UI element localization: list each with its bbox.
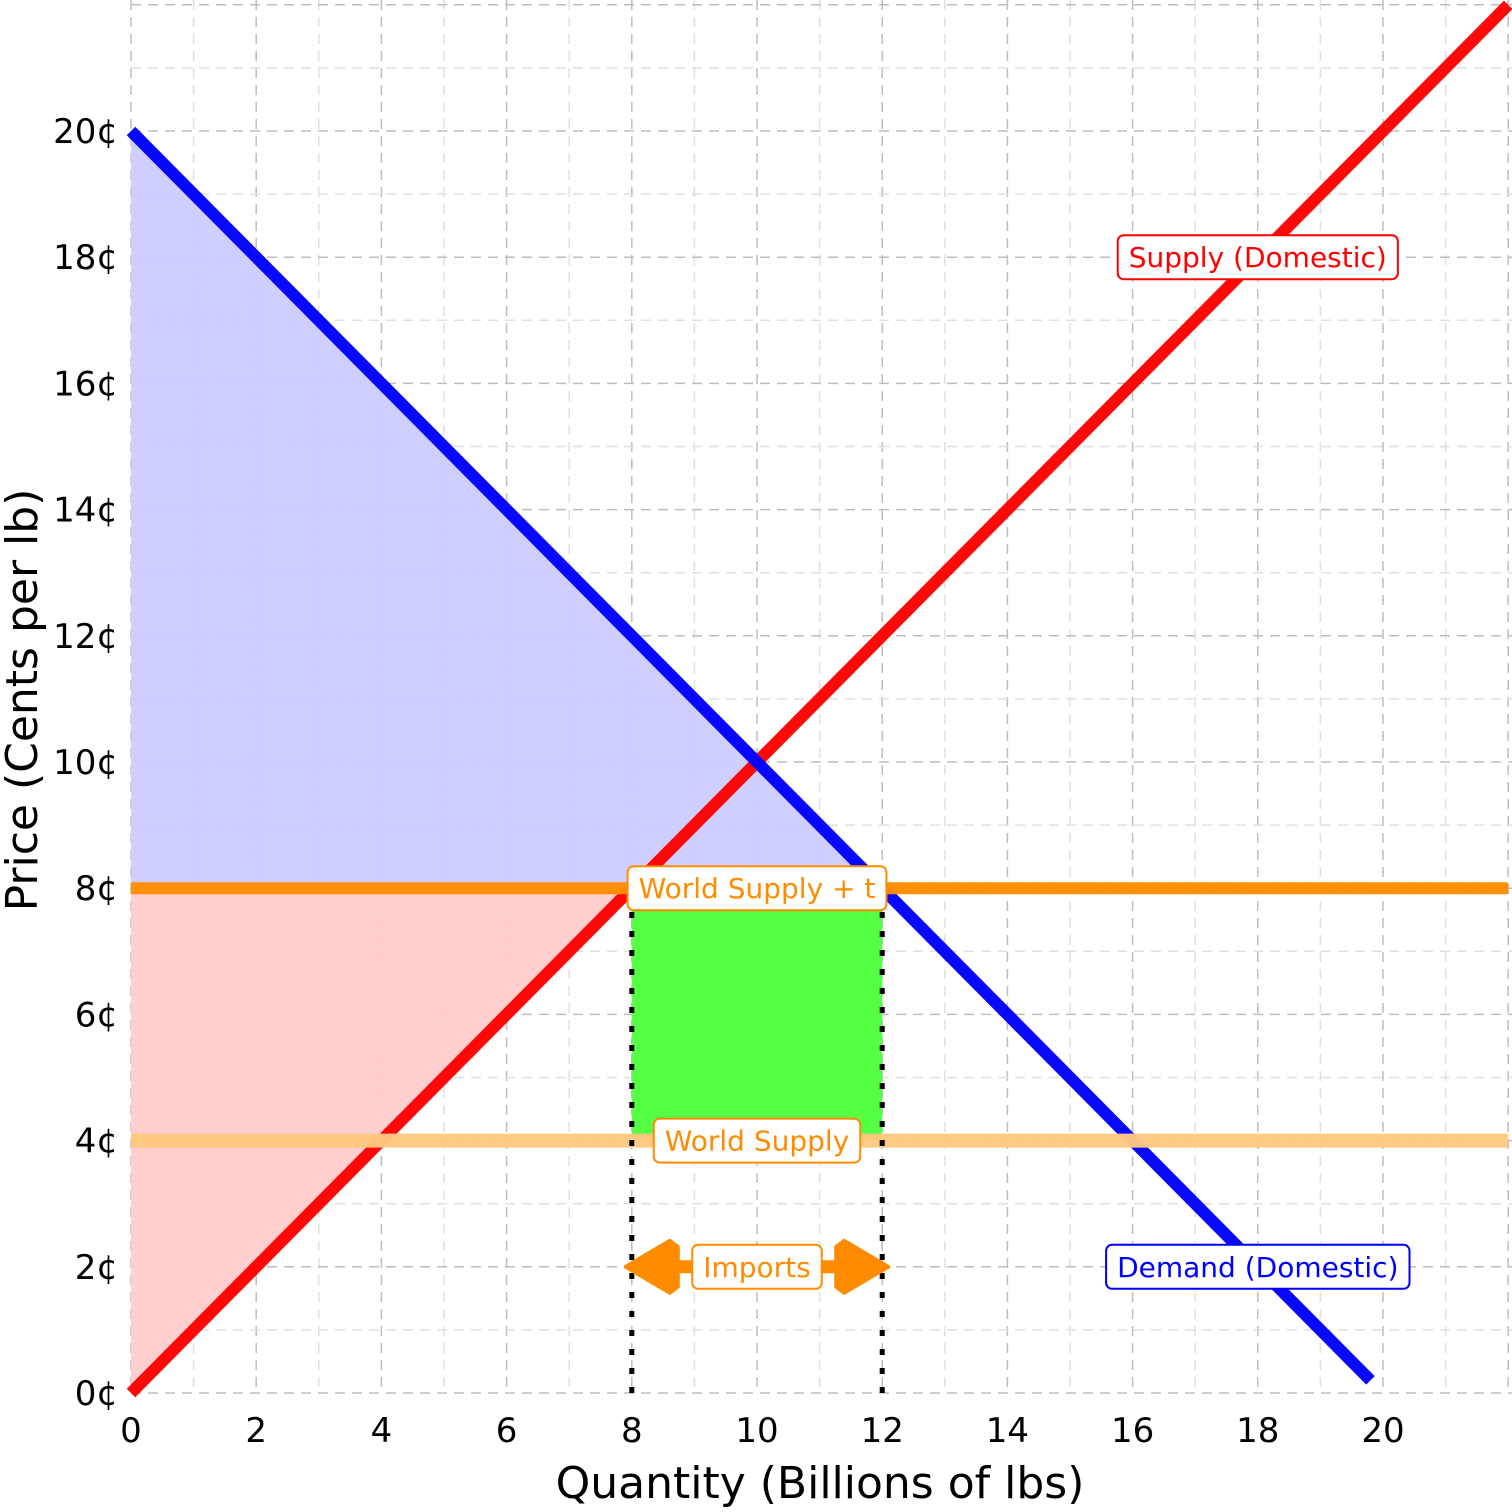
y-tick-label-16: 16¢: [53, 364, 118, 404]
y-tick-label-4: 4¢: [75, 1122, 118, 1162]
y-tick-label-18: 18¢: [53, 238, 118, 278]
quantity-guides: [629, 888, 885, 1393]
label-world-supply-t-text: World Supply + t: [639, 872, 876, 905]
y-tick-label-0: 0¢: [75, 1374, 118, 1414]
x-tick-label-6: 6: [496, 1411, 518, 1451]
y-tick-label-12: 12¢: [53, 617, 118, 657]
x-tick-label-4: 4: [371, 1411, 393, 1451]
y-tick-label-2: 2¢: [75, 1248, 118, 1288]
x-axis-title: Quantity (Billions of lbs): [556, 1458, 1085, 1509]
imports-arrowhead-left: [623, 1238, 680, 1295]
y-tick-label-20: 20¢: [53, 112, 118, 152]
label-imports-box: [691, 1243, 823, 1290]
y-tick-label-6: 6¢: [75, 995, 118, 1035]
tick-labels: 0 2 4 6 8 10 12 14 16 18 20 0¢ 2¢ 4¢ 6¢ 8¢ 10¢ 12¢ 14¢ 16¢ 1…: [53, 112, 1405, 1451]
y-axis-title: Price (Cents per lb): [0, 489, 48, 912]
label-demand-domestic-text: Demand (Domestic): [1117, 1251, 1398, 1284]
x-tick-label-8: 8: [621, 1411, 643, 1451]
x-tick-label-10: 10: [735, 1411, 778, 1451]
x-tick-label-16: 16: [1111, 1411, 1154, 1451]
y-tick-label-8: 8¢: [75, 869, 118, 909]
series-line-demand-domestic: [126, 126, 1375, 1385]
label-demand-domestic-box: [1105, 1243, 1411, 1290]
x-tick-label-12: 12: [861, 1411, 904, 1451]
label-imports-text: Imports: [703, 1251, 811, 1284]
label-supply-domestic-text: Supply (Domestic): [1129, 241, 1387, 274]
y-tick-label-10: 10¢: [53, 743, 118, 783]
x-tick-label-14: 14: [986, 1411, 1029, 1451]
y-tick-label-14: 14¢: [53, 491, 118, 531]
curve-labels: Supply (Domestic) Demand (Domestic) World …: [626, 234, 1411, 1290]
area-tariff-revenue: [631, 888, 883, 1141]
x-tick-label-0: 0: [120, 1411, 142, 1451]
label-supply-domestic-box: [1116, 234, 1399, 281]
x-tick-label-20: 20: [1361, 1411, 1404, 1451]
label-world-supply-t-box: [626, 865, 888, 912]
x-tick-label-18: 18: [1236, 1411, 1279, 1451]
label-world-supply-box: [652, 1117, 862, 1164]
imports-arrowhead-right: [834, 1238, 891, 1295]
x-tick-label-2: 2: [245, 1411, 267, 1451]
label-world-supply-text: World Supply: [665, 1125, 850, 1158]
